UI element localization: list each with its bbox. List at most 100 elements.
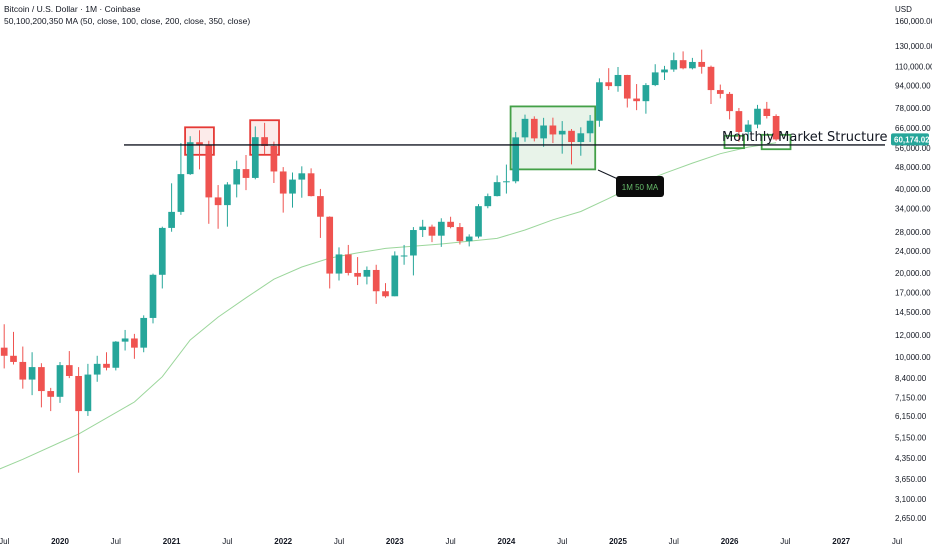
candle-2022-03: [298, 166, 306, 198]
candle-body: [679, 60, 687, 69]
candle-2022-04: [307, 168, 315, 197]
candle-2019-11: [38, 363, 45, 408]
x-tick-label: Jul: [111, 537, 121, 546]
y-tick-label: 78,000.00: [895, 104, 931, 113]
candle-body: [661, 69, 668, 73]
candle-2021-10: [251, 126, 259, 180]
candle-body: [112, 341, 120, 368]
candle-body: [242, 169, 250, 178]
candle-body: [177, 174, 185, 212]
candle-body: [447, 221, 454, 228]
candle-2019-07: [0, 324, 8, 369]
candle-2022-08: [344, 244, 352, 276]
candle-2022-06: [326, 216, 334, 289]
candle-body: [605, 82, 613, 87]
y-tick-label: 4,350.00: [895, 454, 927, 463]
candle-2022-07: [335, 247, 343, 281]
y-tick-label: 12,000.00: [895, 331, 931, 340]
candle-2020-09: [131, 333, 138, 359]
y-tick-label: 48,000.00: [895, 163, 931, 172]
candle-body: [633, 98, 640, 102]
candle-body: [65, 365, 73, 376]
candle-2021-12: [270, 141, 278, 184]
candle-2022-01: [279, 167, 287, 213]
candle-2023-05: [428, 224, 436, 243]
y-tick-label: 17,000.00: [895, 289, 931, 298]
candle-2019-12: [47, 387, 55, 412]
y-tick-label: 3,650.00: [895, 475, 927, 484]
candle-2025-03: [633, 84, 640, 111]
candle-body: [596, 82, 603, 121]
candle-body: [763, 108, 771, 116]
y-tick-label: 8,400.00: [895, 374, 927, 383]
candle-body: [344, 254, 352, 273]
candle-body: [530, 118, 538, 139]
candle-2026-02: [735, 107, 743, 142]
candle-body: [577, 133, 585, 143]
x-tick-label: 2026: [721, 537, 739, 546]
candle-2025-10: [698, 49, 706, 74]
x-tick-label: 2022: [274, 537, 292, 546]
candle-2024-09: [577, 127, 585, 156]
candle-2020-04: [84, 363, 92, 416]
candle-body: [391, 255, 399, 297]
candle-2025-02: [623, 74, 631, 108]
candle-body: [521, 118, 529, 138]
symbol-title[interactable]: Bitcoin / U.S. Dollar · 1M · Coinbase: [4, 4, 141, 14]
y-tick-label: 7,150.00: [895, 394, 927, 403]
candle-body: [642, 85, 650, 102]
candle-2024-12: [605, 68, 613, 90]
candle-2020-12: [158, 226, 166, 289]
ma-annotation-box: [616, 176, 664, 197]
candle-2024-02: [512, 131, 520, 184]
candle-body: [382, 291, 389, 297]
candle-body: [558, 130, 566, 135]
last-price-badge-bg: [891, 133, 929, 146]
candles: [0, 49, 780, 473]
candle-body: [47, 391, 55, 397]
candle-body: [186, 142, 194, 175]
candle-2025-04: [642, 83, 650, 114]
candle-body: [289, 179, 296, 194]
candle-body: [103, 363, 110, 368]
candle-body: [400, 255, 408, 257]
candle-2022-05: [317, 188, 324, 238]
candle-body: [549, 125, 557, 135]
candle-body: [707, 66, 715, 91]
candle-2022-12: [382, 283, 389, 298]
candle-2023-02: [400, 244, 408, 265]
candle-2022-10: [363, 266, 371, 285]
x-tick-label: 2023: [386, 537, 404, 546]
candle-body: [614, 74, 622, 87]
candle-2021-06: [214, 185, 222, 229]
candle-2023-09: [465, 234, 473, 247]
candle-2022-09: [354, 257, 361, 286]
candle-body: [251, 137, 259, 178]
candle-2023-12: [493, 175, 501, 197]
candle-body: [261, 137, 268, 146]
candle-2024-04: [530, 116, 538, 142]
candle-body: [363, 269, 371, 277]
y-tick-label: 2,650.00: [895, 514, 927, 523]
y-tick-label: 94,000.00: [895, 81, 931, 90]
y-tick-label: 56,000.00: [895, 144, 931, 153]
candle-body: [484, 196, 492, 207]
candle-body: [19, 361, 27, 380]
candle-2024-05: [540, 117, 547, 147]
candle-body: [140, 317, 148, 348]
candle-body: [56, 365, 64, 397]
time-axis[interactable]: Jul 2020 Jul 2021 Jul 2022 Jul 2023 Jul 2024 Jul 20…: [0, 537, 932, 546]
indicator-label[interactable]: 50,100,200,350 MA (50, close, 100, close…: [4, 16, 251, 26]
candle-2021-09: [242, 155, 250, 191]
candle-2026-01: [726, 91, 733, 120]
y-tick-label: 24,000.00: [895, 247, 931, 256]
candle-body: [307, 173, 315, 197]
y-tick-label: 5,150.00: [895, 433, 927, 442]
y-tick-label: 28,000.00: [895, 228, 931, 237]
price-axis[interactable]: USD 160,000.00 130,000.00 110,000.00 94,000…: [895, 5, 932, 523]
candle-body: [131, 338, 138, 348]
y-tick-label: 66,000.00: [895, 124, 931, 133]
candle-body: [428, 226, 436, 236]
candle-2023-03: [410, 227, 417, 276]
